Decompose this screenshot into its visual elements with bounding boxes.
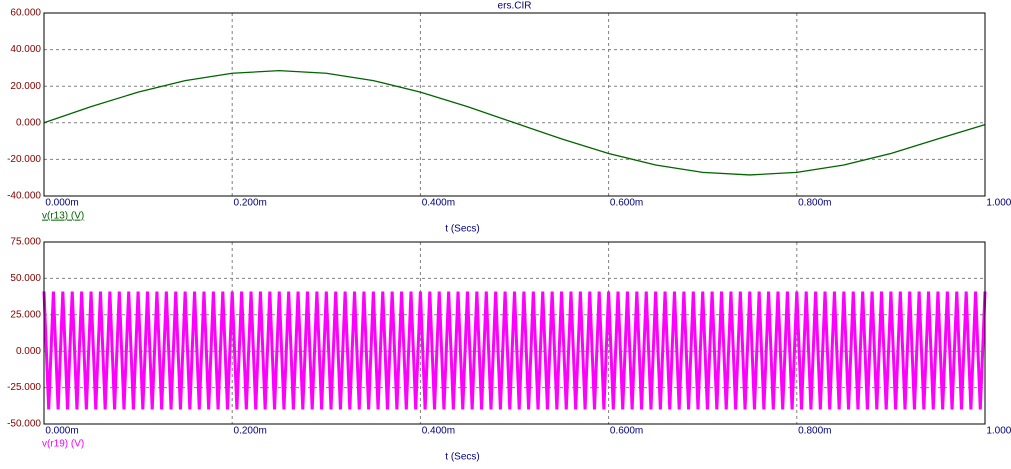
y-tick-label: 60.000: [10, 8, 41, 19]
y-tick-label: 40.000: [10, 44, 41, 55]
y-tick-label: 0.000: [16, 117, 41, 128]
x-tick-label: 0.200m: [234, 198, 267, 209]
y-tick-label: -50.000: [7, 419, 41, 430]
y-tick-label: 25.000: [10, 309, 41, 320]
x-tick-label: 0.600m: [610, 198, 643, 209]
y-tick-label: -40.000: [7, 191, 41, 202]
x-axis-label: t (Secs): [445, 452, 479, 463]
x-tick-label: 1.000m: [986, 426, 1011, 437]
y-tick-label: -20.000: [7, 154, 41, 165]
y-tick-label: 75.000: [10, 237, 41, 248]
legend-label: v(r19) (V): [42, 439, 84, 450]
y-tick-label: 0.000: [16, 346, 41, 357]
x-tick-label: 1.000m: [986, 198, 1011, 209]
x-tick-label: 0.600m: [610, 426, 643, 437]
plot-border: [43, 241, 986, 425]
plot-border: [43, 12, 986, 197]
chart-title: ers.CIR: [498, 1, 532, 12]
y-tick-label: 20.000: [10, 81, 41, 92]
series-line: [43, 69, 986, 176]
x-tick-label: 0.400m: [422, 198, 455, 209]
series-line: [42, 291, 987, 410]
x-tick-label: 0.800m: [798, 198, 831, 209]
legend-label: v(r13) (V): [42, 211, 84, 222]
y-tick-label: 50.000: [10, 273, 41, 284]
x-tick-label: 0.000m: [45, 426, 78, 437]
x-tick-label: 0.200m: [234, 426, 267, 437]
x-tick-label: 0.000m: [45, 198, 78, 209]
x-tick-label: 0.400m: [422, 426, 455, 437]
x-tick-label: 0.800m: [798, 426, 831, 437]
y-tick-label: -25.000: [7, 382, 41, 393]
x-axis-label: t (Secs): [445, 224, 479, 235]
